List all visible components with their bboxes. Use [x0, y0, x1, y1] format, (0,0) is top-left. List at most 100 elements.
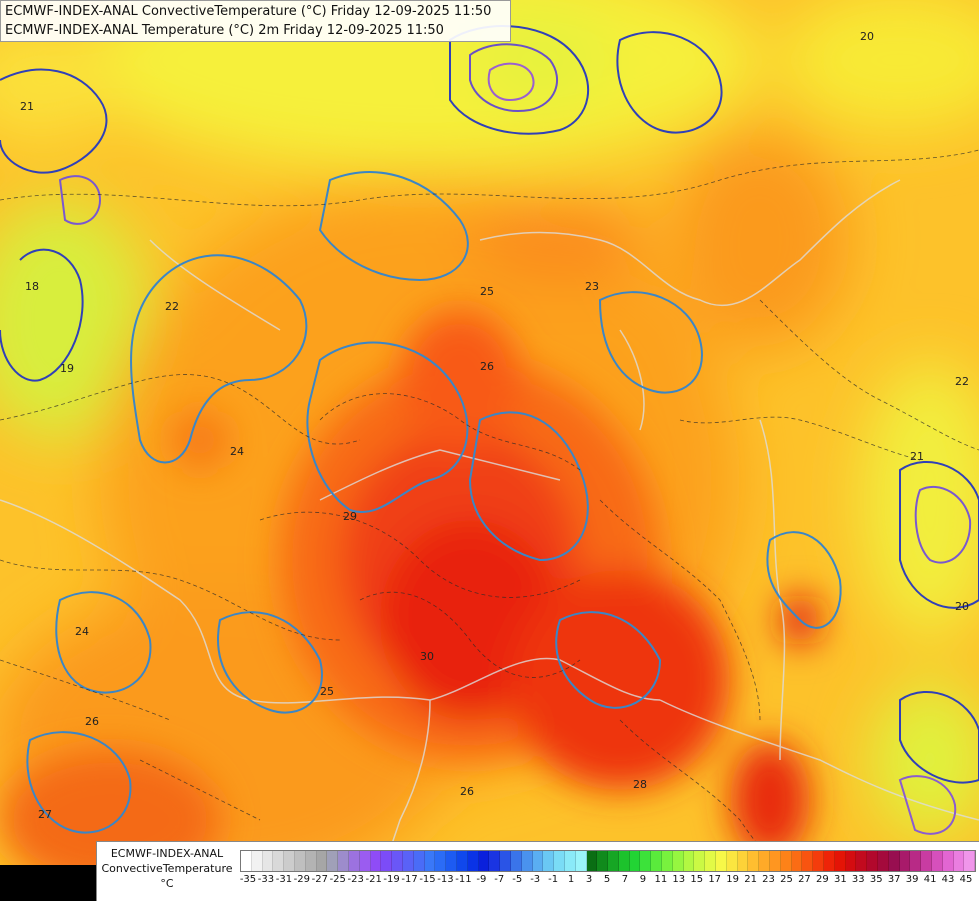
legend-swatch	[294, 851, 306, 871]
legend-swatch	[651, 851, 663, 871]
legend-swatch	[824, 851, 835, 871]
legend-swatch	[921, 851, 932, 871]
legend-swatch	[370, 851, 382, 871]
contour-label: 22	[955, 375, 969, 388]
legend-swatch	[273, 851, 285, 871]
legend-tick-label: 31	[833, 874, 847, 885]
legend-swatch	[348, 851, 360, 871]
legend-tick-label: 17	[708, 874, 722, 885]
legend-swatch	[932, 851, 943, 871]
country-borders	[0, 179, 979, 900]
legend-swatch	[608, 851, 619, 871]
legend-swatch	[662, 851, 673, 871]
contour-labels: 20 19 21 22 24 25 23 26 29 30 27 28 18 2…	[20, 30, 969, 821]
contour-label: 23	[585, 280, 599, 293]
contour-label: 25	[480, 285, 494, 298]
legend-swatch	[716, 851, 727, 871]
legend-swatch	[737, 851, 749, 871]
legend-tick-label: -31	[275, 874, 293, 885]
legend-swatch	[640, 851, 652, 871]
legend-tick-label: -9	[476, 874, 487, 885]
legend-swatch	[338, 851, 349, 871]
legend-tick-labels: -35 -33 -31 -29 -27 -25 -23 -21 -19 -17 -15 -13 -11-…	[240, 874, 974, 890]
legend-tick-label: 3	[585, 874, 593, 885]
legend-unit: °C	[160, 877, 174, 890]
contour-label: 26	[480, 360, 494, 373]
contour-label: 24	[75, 625, 89, 638]
legend-swatch	[759, 851, 771, 871]
legend-swatch	[489, 851, 501, 871]
legend-tick-label: 5	[603, 874, 611, 885]
legend-swatch	[446, 851, 457, 871]
legend-tick-label: -3	[530, 874, 541, 885]
legend-tick-label: -35	[239, 874, 257, 885]
contour-label: 19	[60, 362, 74, 375]
legend-tick-label: -17	[401, 874, 418, 885]
legend-tick-label: 23	[762, 874, 775, 885]
convective-contours	[0, 25, 979, 835]
legend-tick-label: -33	[257, 874, 275, 885]
legend-tick-label: 39	[905, 874, 919, 885]
legend-tick-label: 9	[639, 874, 647, 885]
legend-tick-label: 19	[726, 874, 740, 885]
legend-tick-label: 43	[941, 874, 955, 885]
legend-swatch	[597, 851, 609, 871]
contour-label: 20	[860, 30, 874, 43]
contour-label: 22	[165, 300, 179, 313]
legend-swatch	[510, 851, 522, 871]
legend-swatch	[802, 851, 814, 871]
contour-label: 29	[343, 510, 357, 523]
legend-tick-label: -27	[311, 874, 328, 885]
contour-label: 30	[420, 650, 434, 663]
legend-swatch	[327, 851, 339, 871]
legend-tick-label: 29	[816, 874, 829, 885]
contour-label: 25	[320, 685, 334, 698]
legend-swatch	[532, 851, 544, 871]
legend-swatch	[381, 851, 393, 871]
legend-title: ECMWF-INDEX-ANAL ConvectiveTemperature °…	[97, 846, 237, 891]
legend-swatch	[316, 851, 328, 871]
contour-label: 21	[20, 100, 34, 113]
title-temperature-2m: ECMWF-INDEX-ANAL Temperature (°C) 2m Fri…	[5, 23, 444, 38]
legend-tick-label: -19	[383, 874, 400, 885]
legend-tick-label: -5	[512, 874, 523, 885]
legend-swatch	[888, 851, 900, 871]
legend-tick-label: 27	[798, 874, 811, 885]
legend-swatch	[791, 851, 803, 871]
legend-tick-label: -23	[347, 874, 364, 885]
legend-color-bar	[240, 850, 976, 872]
legend-tick-label: 33	[851, 874, 865, 885]
legend-swatch	[899, 851, 911, 871]
contour-label: 28	[633, 778, 647, 791]
legend-swatch	[834, 851, 846, 871]
legend-swatch	[424, 851, 436, 871]
legend-swatch	[629, 851, 641, 871]
legend-swatch	[618, 851, 630, 871]
legend-tick-label: -21	[365, 874, 382, 885]
contour-label: 27	[38, 808, 52, 821]
legend-swatch	[813, 851, 825, 871]
legend-tick-label: 15	[690, 874, 704, 885]
legend-tick-label: -15	[419, 874, 436, 885]
legend-swatch	[942, 851, 954, 871]
legend-tick-label: 25	[780, 874, 793, 885]
legend-swatch	[359, 851, 371, 871]
legend-swatch	[878, 851, 889, 871]
legend-tick-label: 13	[672, 874, 686, 885]
contour-label: 24	[230, 445, 244, 458]
contour-label: 21	[910, 450, 924, 463]
contour-label: 26	[460, 785, 474, 798]
legend-swatch	[964, 851, 976, 871]
dashed-isolines	[0, 149, 979, 900]
legend-swatch	[683, 851, 695, 871]
legend-swatch	[305, 851, 317, 871]
legend-tick-label: 45	[959, 874, 973, 885]
legend-swatch	[251, 851, 263, 871]
legend-swatch	[694, 851, 706, 871]
legend-swatch	[672, 851, 684, 871]
legend-tick-label: -7	[494, 874, 505, 885]
legend-swatch	[500, 851, 511, 871]
bottom-black-strip	[0, 865, 96, 900]
legend-tick-label: -11	[455, 874, 472, 885]
